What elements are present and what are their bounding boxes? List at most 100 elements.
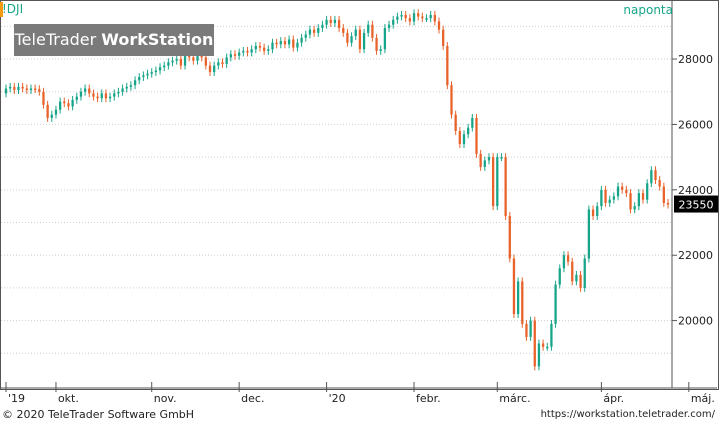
last-price-label: 23550 [679,199,714,212]
candle-body [404,14,407,19]
candle-body [304,34,307,38]
candle-body [604,189,607,203]
symbol-marker [0,2,3,17]
footer-url[interactable]: https://workstation.teletrader.com/ [540,409,715,420]
candle-body [188,55,191,58]
candle-body [242,50,245,53]
candle-body [146,73,149,76]
candle-body [637,193,641,207]
logo-text-2: WorkStation [101,30,214,49]
candle-body [63,101,66,104]
candle-body [221,62,224,64]
candle-body [29,88,33,91]
candle-body [13,86,16,91]
candle-body [225,57,228,64]
candle-body [379,49,382,51]
candle-body [575,274,578,282]
x-tick-label: '20 [329,392,346,405]
candle-body [450,85,453,115]
candle-body [100,93,103,99]
y-tick-label: 26000 [678,118,713,131]
candle-body [408,18,412,22]
candle-body [33,88,37,90]
candle-body [54,109,58,115]
candle-body [417,13,420,17]
candle-body [608,199,611,203]
y-tick-label: 20000 [678,315,713,328]
candle-body [579,274,582,288]
candle-body [421,16,424,19]
x-tick-label: '19 [8,392,25,405]
candle-body [179,59,183,66]
candle-body [200,55,203,58]
interval-label[interactable]: naponta [623,3,673,17]
candle-body [475,117,478,154]
candle-body [150,72,153,74]
candle-body [350,36,353,43]
candle-body [246,50,249,53]
candle-body [529,320,532,337]
candle-body [75,96,78,100]
candle-body [546,346,549,349]
candle-body [625,189,628,194]
candle-body [67,103,70,107]
candle-body [554,284,557,324]
candle-body [167,62,170,66]
candle-body [666,202,670,205]
candle-body [646,183,649,200]
candle-body [658,180,661,187]
candle-body [516,281,520,315]
candle-body [308,29,312,35]
candle-body [50,114,53,118]
candle-body [4,88,8,94]
candle-body [283,41,287,45]
logo-text-1: TeleTrader [14,30,102,49]
candle-body [392,19,395,25]
symbol-label[interactable]: !DJI [2,2,24,16]
candle-body [117,91,120,94]
candle-body [596,206,599,216]
candle-body [287,39,291,45]
candle-body [396,16,399,20]
candle-body [566,255,570,262]
candle-body [600,189,603,207]
candle-body [317,27,320,33]
candle-body [175,59,178,61]
candle-body [275,42,278,45]
candle-body [129,85,133,87]
candle-body [58,101,62,110]
x-tick-label: nov. [154,392,177,405]
candle-body [254,45,257,50]
candle-body [525,323,528,337]
candle-body [108,96,112,99]
candle-body [333,19,337,24]
last-price-box [674,195,718,213]
candle-body [467,127,470,135]
candle-body [342,27,345,33]
candle-body [446,45,449,86]
candle-body [587,209,591,259]
candle-body [483,160,486,167]
candle-body [329,19,332,24]
x-tick-label: febr. [416,392,441,405]
x-tick-label: okt. [58,392,79,405]
y-tick-label: 24000 [678,184,713,197]
candle-body [271,42,274,50]
candle-body [337,19,341,28]
candle-body [616,186,620,197]
candle-body [96,96,99,99]
candle-body [512,258,516,315]
candle-body [113,93,116,97]
candle-body [621,186,624,190]
candle-body [262,47,266,51]
candle-body [258,45,262,48]
candle-body [442,29,445,46]
candle-body [42,91,45,105]
candle-body [641,193,645,200]
copyright-text: © 2020 TeleTrader Software GmbH [2,408,195,421]
candle-body [500,157,503,159]
candle-body [213,65,216,73]
candle-body [25,88,28,91]
candle-body [250,49,253,53]
